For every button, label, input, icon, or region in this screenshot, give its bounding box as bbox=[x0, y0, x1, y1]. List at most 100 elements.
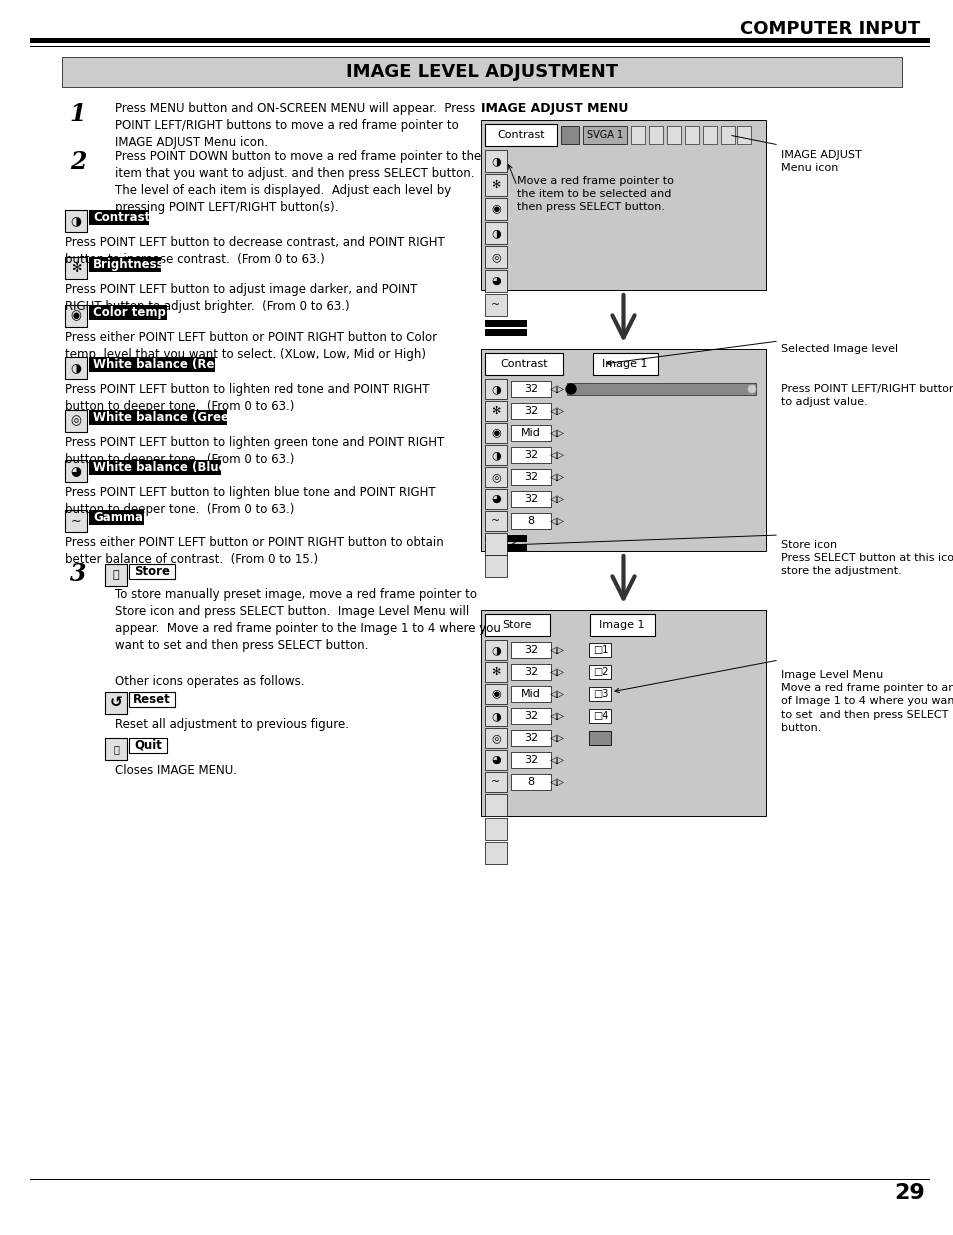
Bar bbox=[589, 614, 655, 636]
Bar bbox=[484, 246, 506, 268]
Bar bbox=[480, 610, 765, 816]
Bar bbox=[480, 120, 765, 290]
Bar bbox=[484, 270, 506, 291]
Text: ◉: ◉ bbox=[491, 204, 500, 214]
Bar bbox=[484, 489, 506, 509]
Text: Mid: Mid bbox=[520, 429, 540, 438]
Bar bbox=[511, 642, 551, 658]
Text: Store: Store bbox=[501, 620, 531, 630]
Bar bbox=[484, 534, 506, 555]
Text: ◑: ◑ bbox=[491, 645, 500, 655]
Text: 32: 32 bbox=[523, 494, 537, 504]
Bar bbox=[105, 564, 127, 585]
Text: ✻: ✻ bbox=[491, 180, 500, 190]
Text: Move a red frame pointer to
the item to be selected and
then press SELECT button: Move a red frame pointer to the item to … bbox=[517, 177, 673, 212]
Bar bbox=[484, 818, 506, 840]
Text: Press either POINT LEFT button or POINT RIGHT button to Color
temp. level that y: Press either POINT LEFT button or POINT … bbox=[65, 331, 436, 361]
Bar bbox=[511, 708, 551, 724]
Text: IMAGE ADJUST
Menu icon: IMAGE ADJUST Menu icon bbox=[781, 149, 861, 173]
Bar bbox=[511, 774, 551, 790]
Bar bbox=[484, 511, 506, 531]
Text: 29: 29 bbox=[894, 1183, 924, 1203]
Bar bbox=[65, 459, 87, 482]
Bar bbox=[484, 198, 506, 220]
Text: ◑: ◑ bbox=[491, 711, 500, 721]
Bar bbox=[89, 210, 149, 225]
Text: Image 1: Image 1 bbox=[601, 359, 647, 369]
Bar bbox=[484, 535, 526, 542]
Text: □4: □4 bbox=[593, 711, 608, 721]
Bar bbox=[484, 379, 506, 399]
Bar bbox=[511, 382, 551, 396]
Text: Quit: Quit bbox=[134, 739, 162, 752]
Bar bbox=[484, 640, 506, 659]
Bar bbox=[65, 305, 87, 327]
Text: ✻: ✻ bbox=[491, 406, 500, 416]
Text: ✻: ✻ bbox=[71, 262, 81, 274]
Text: White balance (Blue): White balance (Blue) bbox=[92, 461, 232, 474]
Text: Press POINT DOWN button to move a red frame pointer to the
item that you want to: Press POINT DOWN button to move a red fr… bbox=[115, 149, 480, 214]
Text: Store icon
Press SELECT button at this icon to
store the adjustment.: Store icon Press SELECT button at this i… bbox=[781, 540, 953, 577]
Bar bbox=[65, 210, 87, 232]
Bar bbox=[484, 706, 506, 726]
Bar bbox=[480, 350, 765, 551]
Text: ~: ~ bbox=[491, 516, 500, 526]
Text: Brightness: Brightness bbox=[92, 258, 165, 270]
Bar bbox=[484, 555, 506, 577]
Text: 32: 32 bbox=[523, 755, 537, 764]
Text: IMAGE ADJUST MENU: IMAGE ADJUST MENU bbox=[480, 103, 628, 115]
Bar bbox=[702, 126, 717, 144]
Bar bbox=[484, 794, 506, 816]
Circle shape bbox=[565, 384, 576, 394]
Bar bbox=[484, 750, 506, 769]
Text: COMPUTER INPUT: COMPUTER INPUT bbox=[739, 20, 919, 38]
Bar bbox=[566, 383, 755, 395]
Text: Image 1: Image 1 bbox=[598, 620, 644, 630]
Bar bbox=[484, 684, 506, 704]
Bar bbox=[484, 772, 506, 792]
Text: Image Level Menu
Move a red frame pointer to any
of Image 1 to 4 where you want
: Image Level Menu Move a red frame pointe… bbox=[781, 671, 953, 732]
Text: ↺: ↺ bbox=[110, 695, 122, 710]
Text: White balance (Green): White balance (Green) bbox=[92, 411, 242, 424]
Text: ◎: ◎ bbox=[491, 734, 500, 743]
Bar bbox=[484, 727, 506, 748]
Text: Press either POINT LEFT button or POINT RIGHT button to obtain
better balance of: Press either POINT LEFT button or POINT … bbox=[65, 536, 443, 566]
Bar bbox=[582, 126, 626, 144]
Text: ◁▷: ◁▷ bbox=[549, 689, 564, 699]
Text: ◁▷: ◁▷ bbox=[549, 429, 564, 438]
Bar bbox=[484, 124, 557, 146]
Bar bbox=[560, 126, 578, 144]
Bar bbox=[484, 329, 526, 336]
Text: Press POINT LEFT button to lighten blue tone and POINT RIGHT
button to deeper to: Press POINT LEFT button to lighten blue … bbox=[65, 487, 436, 516]
Text: ◕: ◕ bbox=[491, 494, 500, 504]
Text: Other icons operates as follows.: Other icons operates as follows. bbox=[115, 676, 304, 688]
Bar bbox=[89, 510, 144, 525]
Bar bbox=[588, 731, 610, 745]
Text: 32: 32 bbox=[523, 711, 537, 721]
Bar bbox=[484, 662, 506, 682]
Text: ◑: ◑ bbox=[491, 156, 500, 165]
Text: Press POINT LEFT/RIGHT buttons
to adjust value.: Press POINT LEFT/RIGHT buttons to adjust… bbox=[781, 384, 953, 408]
Text: ◕: ◕ bbox=[491, 755, 500, 764]
Bar bbox=[89, 357, 214, 372]
Text: ◑: ◑ bbox=[71, 362, 81, 374]
Text: Selected Image level: Selected Image level bbox=[781, 345, 897, 354]
Text: 32: 32 bbox=[523, 450, 537, 459]
Bar bbox=[65, 410, 87, 432]
Bar bbox=[484, 445, 506, 466]
Bar bbox=[588, 687, 610, 701]
Bar bbox=[511, 752, 551, 768]
Text: Color temp.: Color temp. bbox=[92, 306, 171, 319]
Text: 32: 32 bbox=[523, 645, 537, 655]
Bar bbox=[89, 305, 167, 320]
Bar bbox=[511, 469, 551, 485]
Text: ◎: ◎ bbox=[491, 472, 500, 482]
Text: Closes IMAGE MENU.: Closes IMAGE MENU. bbox=[115, 764, 236, 777]
Bar bbox=[129, 564, 174, 579]
Text: Store: Store bbox=[133, 564, 170, 578]
Text: □2: □2 bbox=[593, 667, 608, 677]
Text: 32: 32 bbox=[523, 384, 537, 394]
Bar bbox=[484, 424, 506, 443]
Bar bbox=[105, 739, 127, 760]
Circle shape bbox=[747, 385, 755, 393]
